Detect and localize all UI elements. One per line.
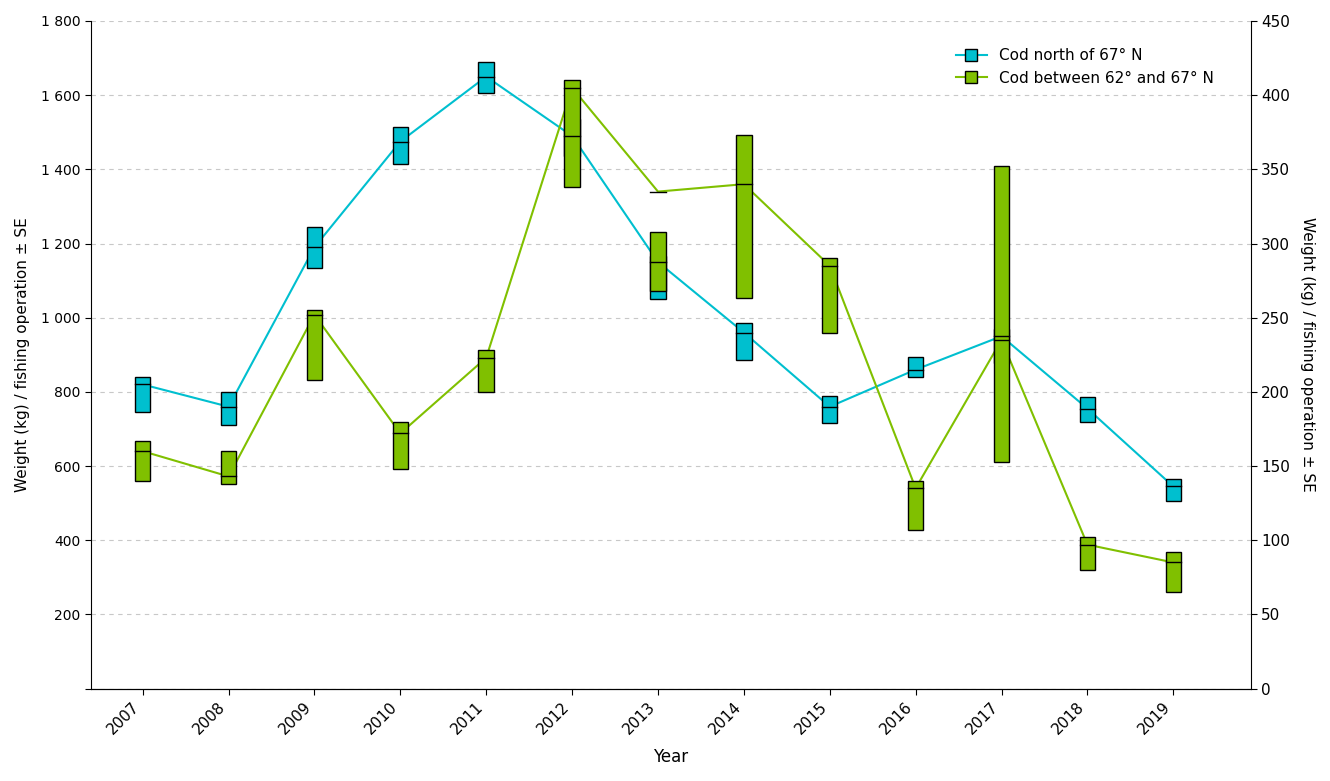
Bar (134, 440, 150, 481)
Bar (650, 232, 666, 291)
Bar (908, 481, 923, 530)
Bar (1080, 537, 1095, 570)
Bar (392, 127, 408, 164)
Bar (908, 357, 923, 377)
Bar (564, 80, 580, 187)
Bar (994, 166, 1009, 462)
Bar (735, 323, 751, 360)
Bar (479, 351, 493, 392)
Bar (564, 119, 580, 156)
Legend: Cod north of 67° N, Cod between 62° and 67° N: Cod north of 67° N, Cod between 62° and … (950, 42, 1220, 92)
Bar (134, 377, 150, 412)
Bar (392, 422, 408, 469)
Bar (735, 135, 751, 298)
Bar (822, 259, 838, 333)
X-axis label: Year: Year (653, 748, 689, 766)
Bar (307, 310, 322, 380)
Bar (822, 395, 838, 423)
Bar (479, 62, 493, 93)
Bar (994, 329, 1009, 363)
Bar (221, 392, 237, 425)
Bar (1165, 552, 1181, 592)
Bar (307, 226, 322, 268)
Bar (221, 451, 237, 484)
Y-axis label: Weight (kg) / fishing operation ± SE: Weight (kg) / fishing operation ± SE (1299, 217, 1315, 492)
Y-axis label: Weight (kg) / fishing operation ± SE: Weight (kg) / fishing operation ± SE (15, 217, 31, 492)
Bar (1080, 398, 1095, 422)
Bar (1165, 479, 1181, 501)
Bar (650, 256, 666, 299)
